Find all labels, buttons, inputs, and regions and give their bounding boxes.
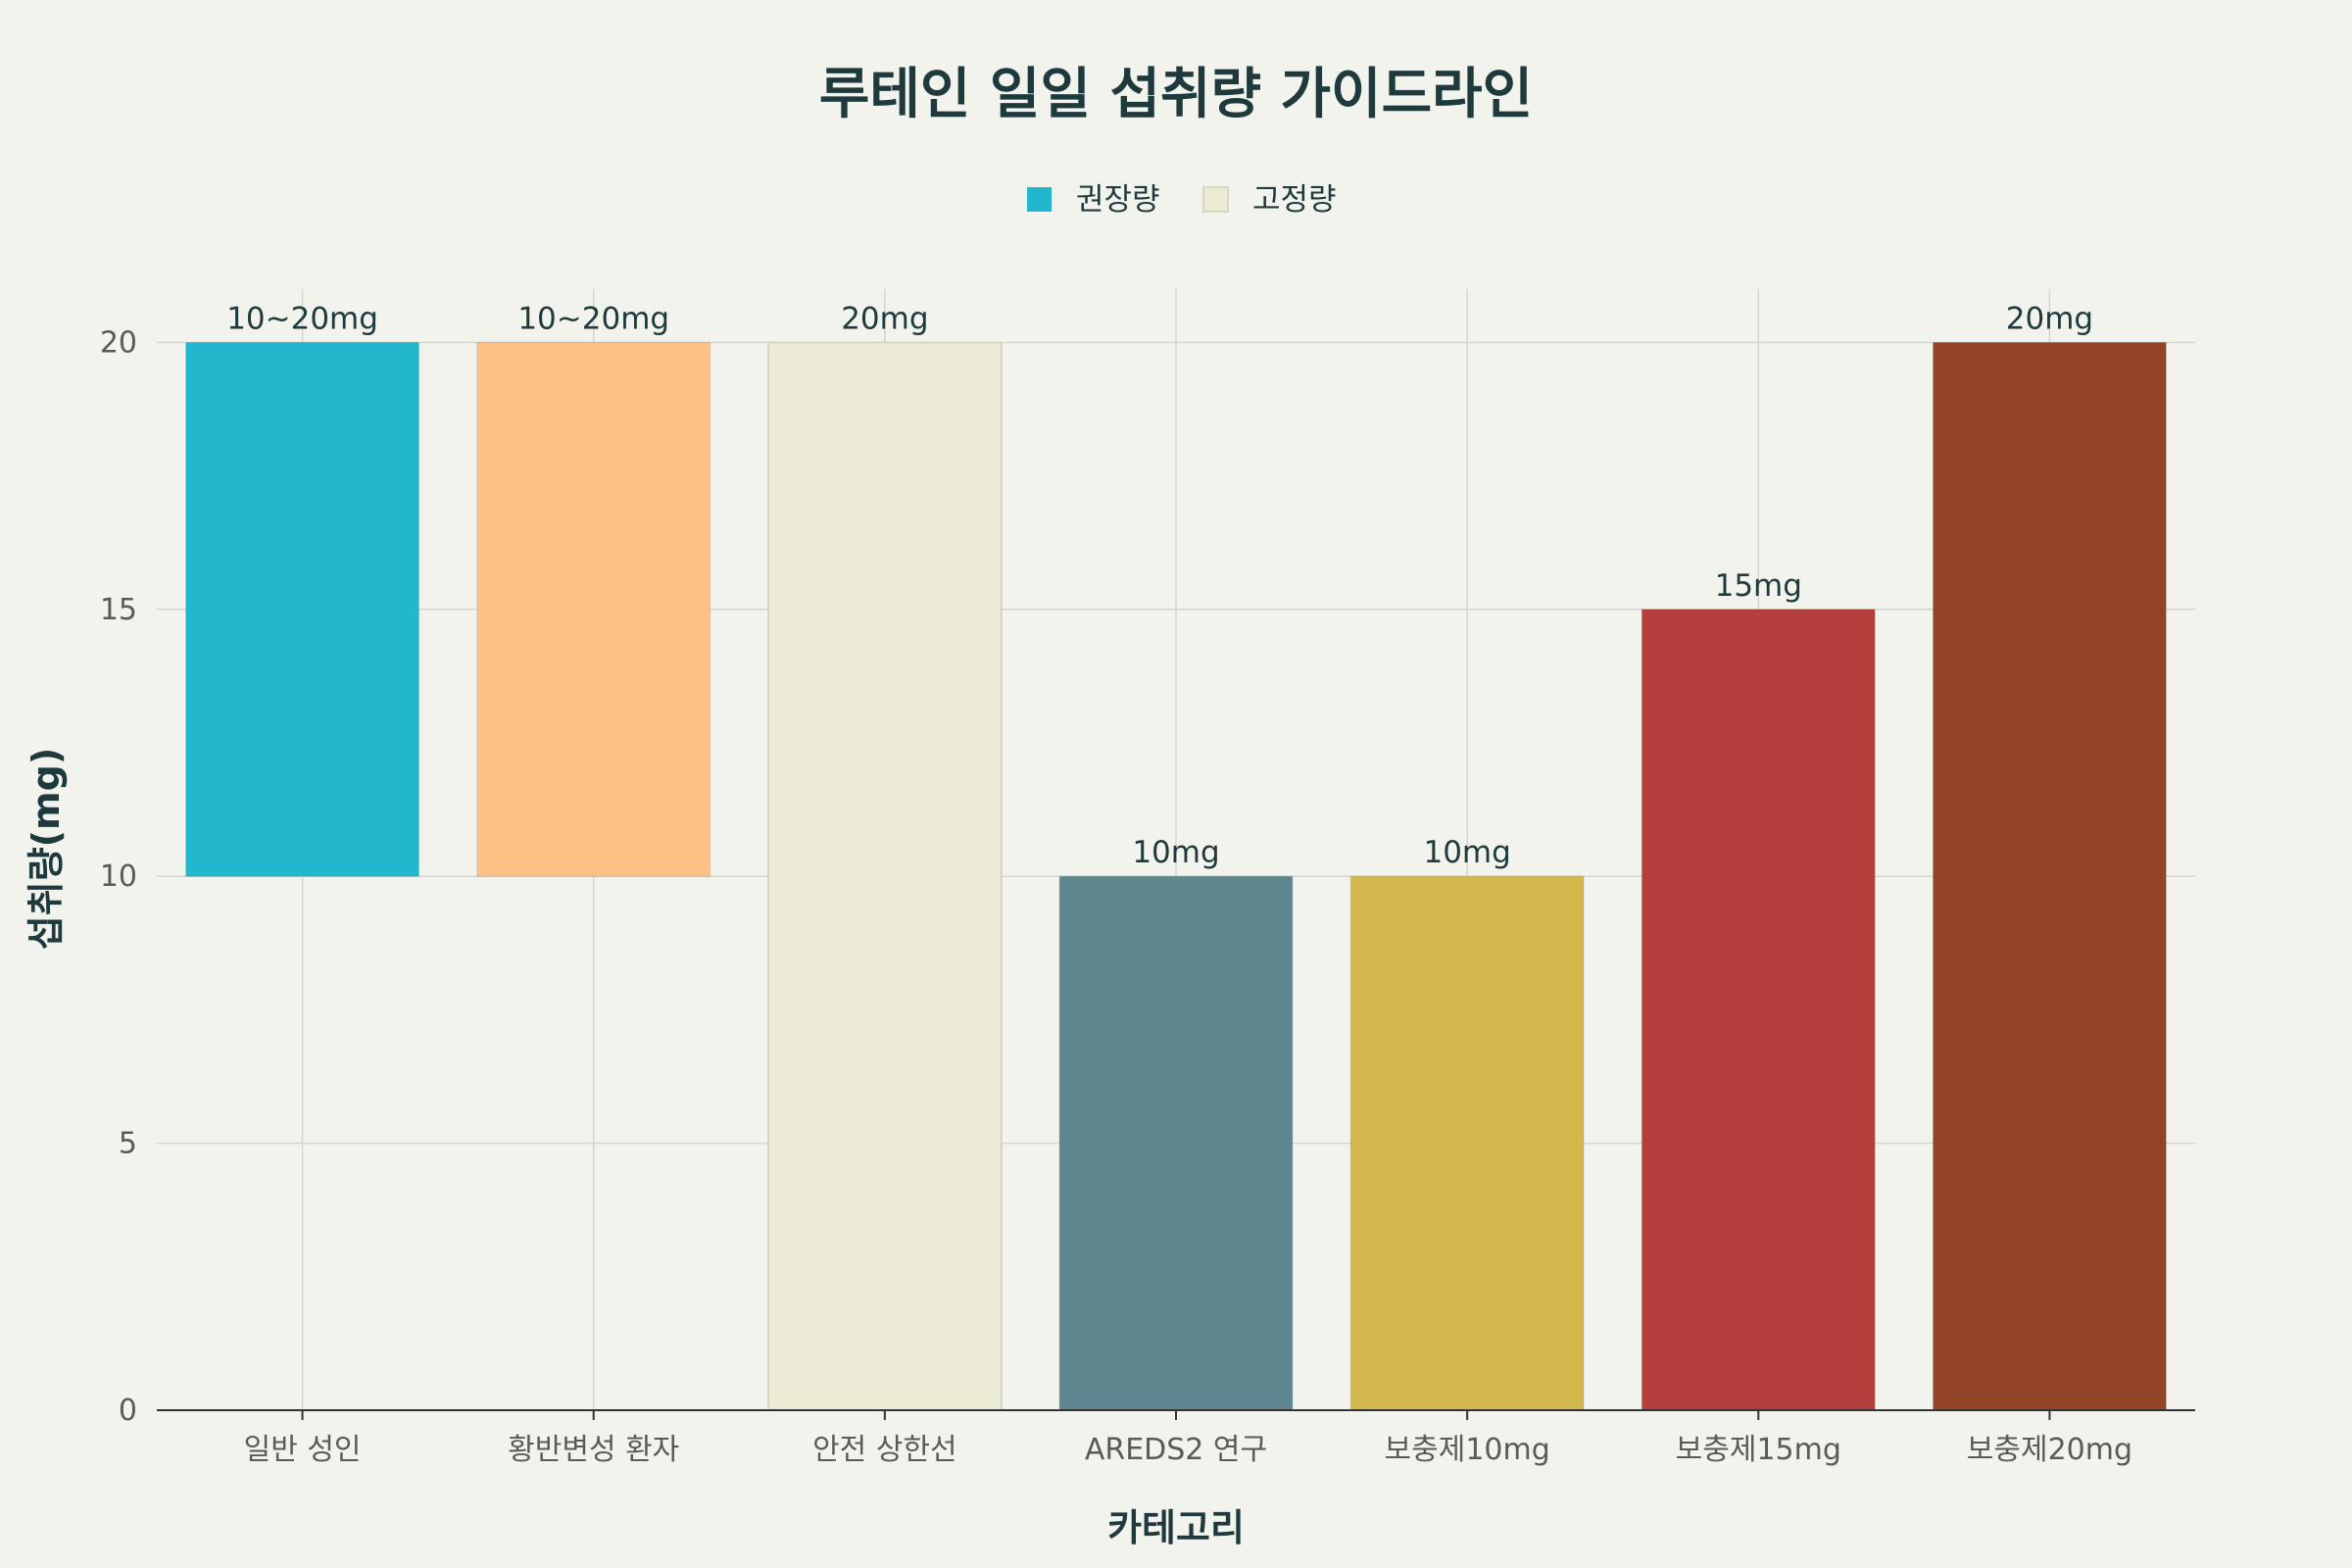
legend-label-fixed: 고정량 bbox=[1252, 182, 1337, 218]
x-axis-title: 카테고리 bbox=[1107, 1506, 1245, 1549]
y-axis-title: 섭취량(mg) bbox=[24, 748, 68, 950]
chart-title: 루테인 일일 섭취량 가이드라인 bbox=[819, 63, 1533, 126]
y-tick-2: 10 bbox=[100, 859, 137, 894]
bar-5 bbox=[1641, 609, 1876, 1411]
bar-1 bbox=[476, 341, 711, 877]
x-tick-labels: 일반 성인 황반변성 환자 안전 상한선 AREDS2 연구 보충제10mg 보충제15m… bbox=[244, 1410, 2132, 1467]
bar-label-3: 10mg bbox=[1132, 835, 1219, 870]
x-tick-1: 황반변성 환자 bbox=[508, 1433, 679, 1467]
bar-0 bbox=[184, 341, 420, 877]
bar-label-2: 20mg bbox=[841, 301, 928, 336]
bar-label-0: 10~20mg bbox=[226, 301, 378, 336]
bar-label-1: 10~20mg bbox=[517, 301, 669, 336]
bar-4 bbox=[1349, 875, 1585, 1411]
bar-6 bbox=[1932, 341, 2168, 1411]
y-tick-labels: 0 5 10 15 20 bbox=[100, 325, 137, 1428]
bar-label-4: 10mg bbox=[1423, 835, 1510, 870]
y-tick-3: 15 bbox=[100, 593, 137, 627]
y-tick-1: 5 bbox=[119, 1127, 137, 1161]
x-tick-5: 보충제15mg bbox=[1676, 1433, 1841, 1467]
y-tick-0: 0 bbox=[119, 1394, 137, 1428]
x-tick-2: 안전 상한선 bbox=[812, 1433, 957, 1467]
y-tick-4: 20 bbox=[100, 325, 137, 360]
bar-2 bbox=[767, 341, 1003, 1411]
bar-label-5: 15mg bbox=[1715, 568, 1802, 604]
x-tick-4: 보충제10mg bbox=[1385, 1433, 1550, 1467]
x-tick-3: AREDS2 연구 bbox=[1085, 1433, 1267, 1467]
legend-swatch-fixed bbox=[1202, 186, 1229, 213]
legend-swatch-recommended bbox=[1027, 187, 1052, 212]
bar-labels: 10~20mg 10~20mg 20mg 10mg 10mg 15mg 20mg bbox=[226, 301, 2093, 870]
legend-label-recommended: 권장량 bbox=[1076, 182, 1160, 218]
bar-3 bbox=[1058, 875, 1294, 1411]
x-tick-0: 일반 성인 bbox=[244, 1433, 362, 1467]
bars bbox=[184, 341, 2168, 1411]
x-tick-6: 보충제20mg bbox=[1967, 1433, 2132, 1467]
bar-label-6: 20mg bbox=[2006, 301, 2093, 336]
legend: 권장량 고정량 bbox=[1027, 182, 1337, 218]
